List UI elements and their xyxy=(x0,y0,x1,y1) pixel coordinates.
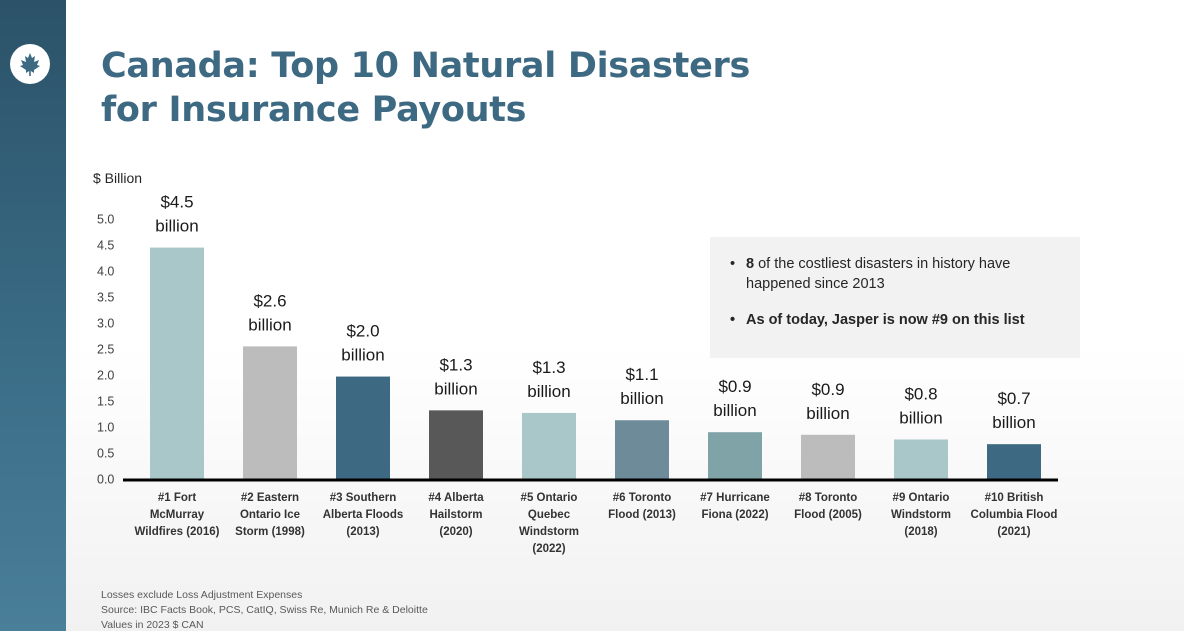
bar xyxy=(801,434,855,479)
y-tick-label: 1.0 xyxy=(97,421,114,435)
bar xyxy=(615,420,669,479)
footnote-line: Losses exclude Loss Adjustment Expenses xyxy=(101,589,303,601)
y-tick-label: 3.0 xyxy=(97,317,114,331)
maple-leaf-icon xyxy=(10,44,50,84)
y-tick-label: 4.5 xyxy=(97,239,114,253)
bar xyxy=(522,412,576,479)
callout-bullet-1-text: of the costliest disasters in history ha… xyxy=(746,256,1011,292)
title-line-1: Canada: Top 10 Natural Disasters xyxy=(101,46,751,86)
callout-bullet-2: As of today, Jasper is now #9 on this li… xyxy=(730,310,1066,330)
y-tick-label: 1.5 xyxy=(97,395,114,409)
data-label: $0.9 billion xyxy=(806,380,849,423)
callout-box: 8 of the costliest disasters in history … xyxy=(710,237,1080,358)
callout-bullet-1: 8 of the costliest disasters in history … xyxy=(730,254,1066,294)
bar xyxy=(429,410,483,479)
sidebar-band xyxy=(0,0,66,631)
data-label: $4.5 billion xyxy=(155,193,198,236)
bar xyxy=(894,439,948,479)
title-line-2: for Insurance Payouts xyxy=(101,90,527,130)
footnote-line: Source: IBC Facts Book, PCS, CatIQ, Swis… xyxy=(101,604,428,616)
x-tick-label: #10 British Columbia Flood (2021) xyxy=(971,492,1058,538)
y-tick-label: 0.5 xyxy=(97,447,114,461)
y-tick-label: 3.5 xyxy=(97,291,114,305)
x-tick-label: #6 Toronto Flood (2013) xyxy=(608,492,676,521)
x-tick-label: #5 Ontario Quebec Windstorm (2022) xyxy=(519,492,579,555)
data-label: $2.0 billion xyxy=(341,322,384,365)
bar xyxy=(150,247,204,479)
callout-bullet-1-bold: 8 xyxy=(746,256,755,272)
x-tick-label: #8 Toronto Flood (2005) xyxy=(794,492,862,521)
x-tick-label: #3 Southern Alberta Floods (2013) xyxy=(323,492,404,538)
x-tick-label: #9 Ontario Windstorm (2018) xyxy=(891,492,951,538)
y-tick-label: 5.0 xyxy=(97,213,114,227)
y-tick-label: 0.0 xyxy=(97,473,114,487)
footnotes: Losses exclude Loss Adjustment Expenses … xyxy=(101,588,428,633)
page-title: Canada: Top 10 Natural Disasters for Ins… xyxy=(101,44,750,132)
x-tick-label: #1 Fort McMurray Wildfires (2016) xyxy=(135,492,220,538)
y-tick-label: 2.0 xyxy=(97,369,114,383)
bar xyxy=(336,376,390,479)
x-tick-label: #4 Alberta Hailstorm (2020) xyxy=(428,492,484,538)
x-tick-label: #2 Eastern Ontario Ice Storm (1998) xyxy=(235,492,305,538)
data-label: $0.7 billion xyxy=(992,389,1035,432)
data-label: $0.8 billion xyxy=(899,384,942,427)
data-label: $1.3 billion xyxy=(527,358,570,401)
data-label: $2.6 billion xyxy=(248,291,291,334)
bar xyxy=(987,444,1041,479)
data-label: $1.1 billion xyxy=(620,365,663,408)
y-axis-label: $ Billion xyxy=(93,170,142,186)
data-label: $1.3 billion xyxy=(434,355,477,398)
footnote-line: Values in 2023 $ CAN xyxy=(101,619,204,631)
bar xyxy=(243,346,297,479)
y-tick-label: 4.0 xyxy=(97,265,114,279)
data-label: $0.9 billion xyxy=(713,377,756,420)
y-tick-label: 2.5 xyxy=(97,343,114,357)
x-tick-label: #7 Hurricane Fiona (2022) xyxy=(700,492,770,521)
bar xyxy=(708,432,762,479)
